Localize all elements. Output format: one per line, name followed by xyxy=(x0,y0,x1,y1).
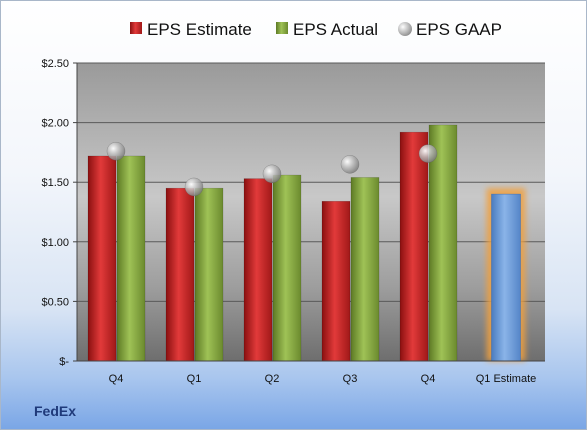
gaap-markers xyxy=(106,141,438,197)
legend-estimate-label: EPS Estimate xyxy=(147,20,252,39)
legend-gaap-marker xyxy=(398,22,412,36)
bar-eps-actual xyxy=(116,155,146,362)
gaap-marker xyxy=(106,141,126,161)
gaap-marker xyxy=(262,164,282,184)
gaap-marker xyxy=(184,177,204,197)
plot-area xyxy=(77,63,545,361)
bars xyxy=(87,124,526,362)
legend-actual-label: EPS Actual xyxy=(293,20,378,39)
bar-eps-actual xyxy=(350,177,380,362)
bar-eps-forecast xyxy=(491,193,521,362)
y-tick-label: $2.00 xyxy=(41,118,69,130)
legend-estimate-swatch xyxy=(130,22,142,34)
bar-eps-estimate xyxy=(165,187,195,362)
x-tick-label: Q4 xyxy=(421,373,436,385)
y-tick-label: $1.50 xyxy=(41,177,69,189)
bar-eps-actual xyxy=(194,187,224,362)
y-tick-label: $1.00 xyxy=(41,237,69,249)
bar-eps-estimate xyxy=(243,178,273,362)
y-tick-label: $0.50 xyxy=(41,296,69,308)
company-name: FedEx xyxy=(34,403,77,419)
legend-actual-swatch xyxy=(276,22,288,34)
bar-eps-estimate xyxy=(399,131,429,362)
x-tick-label: Q1 Estimate xyxy=(476,373,537,385)
y-tick-label: $2.50 xyxy=(41,58,69,70)
bar-eps-estimate xyxy=(321,201,351,362)
gaap-marker xyxy=(418,144,438,163)
legend-gaap-label: EPS GAAP xyxy=(416,20,502,39)
legend: EPS Estimate EPS Actual EPS GAAP xyxy=(130,20,502,39)
bar-eps-estimate xyxy=(87,155,117,362)
bar-eps-actual xyxy=(428,124,458,362)
gaap-marker xyxy=(340,155,360,174)
y-tick-label: $- xyxy=(59,356,69,368)
bar-eps-actual xyxy=(272,174,302,362)
x-tick-label: Q2 xyxy=(265,373,280,385)
x-axis: Q4 Q1 Q2 Q3 Q4 Q1 Estimate xyxy=(77,360,545,385)
x-tick-label: Q3 xyxy=(343,373,358,385)
x-tick-label: Q4 xyxy=(109,373,124,385)
x-tick-label: Q1 xyxy=(187,373,202,385)
y-axis: $2.50 $2.00 $1.50 $1.00 $0.50 $- xyxy=(41,58,78,368)
